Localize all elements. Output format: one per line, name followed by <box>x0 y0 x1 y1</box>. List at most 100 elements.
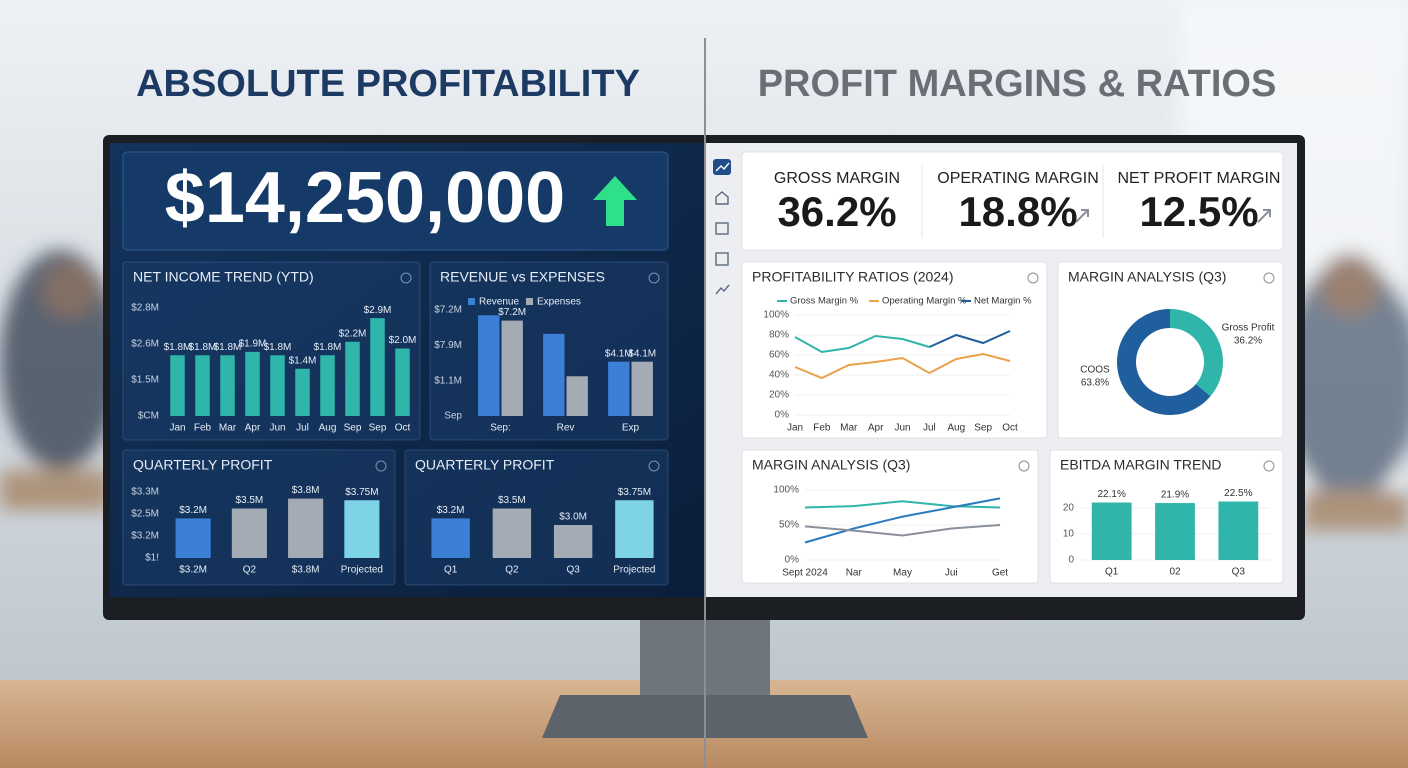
x-tick-label: Exp <box>622 423 640 434</box>
x-tick-label: Jul <box>296 423 309 434</box>
bar <box>608 361 630 416</box>
bar <box>543 333 565 416</box>
section-title: ABSOLUTE PROFITABILITY <box>136 63 640 105</box>
data-label: $3.0M <box>559 512 587 523</box>
x-tick-label: Get <box>992 568 1008 579</box>
panel-title: QUARTERLY PROFIT <box>133 457 273 473</box>
kpi-card <box>741 151 1284 251</box>
y-tick-label: $3.3M <box>131 487 159 498</box>
x-tick-label: Mar <box>219 423 237 434</box>
donut-slice <box>1170 309 1223 397</box>
data-label: $1.8M <box>314 342 342 353</box>
x-tick-label: May <box>893 568 912 579</box>
y-tick-label: $1! <box>145 553 159 564</box>
y-tick-label: 0 <box>1068 555 1074 566</box>
bar <box>553 525 593 558</box>
bar <box>320 355 335 416</box>
data-label: $1.8M <box>189 342 217 353</box>
bar <box>395 348 410 416</box>
bar <box>345 341 360 416</box>
legend-swatch <box>526 298 533 305</box>
bar <box>1091 502 1132 560</box>
data-label: $3.75M <box>345 487 378 498</box>
x-tick-label: Q1 <box>444 565 458 576</box>
x-tick-label: 02 <box>1169 567 1181 578</box>
x-tick-label: Q3 <box>566 565 580 576</box>
kpi-value: 18.8% <box>958 188 1077 235</box>
x-tick-label: Projected <box>613 565 655 576</box>
legend-label: Operating Margin % <box>882 296 967 307</box>
y-tick-label: $7.2M <box>434 305 462 316</box>
trend-arrow <box>1257 209 1271 223</box>
x-tick-label: Projected <box>341 565 383 576</box>
data-label: $2.2M <box>339 328 367 339</box>
x-tick-label: Aug <box>319 423 337 434</box>
bar <box>1218 501 1259 560</box>
y-tick-label: $2.6M <box>131 339 159 350</box>
panel-icon <box>1018 460 1030 472</box>
kpi-label: OPERATING MARGIN <box>937 170 1099 187</box>
y-tick-label: 20 <box>1063 503 1075 514</box>
x-tick-label: Sep <box>369 423 387 434</box>
x-tick-label: Apr <box>868 423 884 434</box>
panel-icon <box>1027 272 1039 284</box>
y-tick-label: 100% <box>763 310 789 321</box>
nav-icon[interactable] <box>715 284 730 295</box>
bar <box>370 318 385 416</box>
x-tick-label: Jul <box>923 423 936 434</box>
data-label: $1.9M <box>239 339 267 350</box>
y-tick-label: $2.8M <box>131 303 159 314</box>
data-label: $1.8M <box>214 342 242 353</box>
data-label: $1.8M <box>264 342 292 353</box>
bar <box>615 500 654 558</box>
x-tick-label: Jun <box>269 423 285 434</box>
x-tick-label: Jan <box>169 423 185 434</box>
y-tick-label: $CM <box>138 411 159 422</box>
nav-icon[interactable] <box>715 252 729 266</box>
bar <box>631 361 653 416</box>
y-tick-label: 20% <box>769 390 789 401</box>
x-tick-label: Q1 <box>1105 567 1119 578</box>
bar <box>478 315 500 416</box>
x-tick-label: Mar <box>840 423 858 434</box>
data-label: $3.75M <box>618 487 651 498</box>
kpi-value: 12.5% <box>1139 188 1258 235</box>
x-tick-label: Apr <box>245 423 261 434</box>
x-tick-label: Jui <box>945 568 958 579</box>
donut-slice <box>1116 309 1211 416</box>
data-label: $1.8M <box>164 342 192 353</box>
nav-icon[interactable] <box>715 222 729 235</box>
x-tick-label: Sep <box>974 423 992 434</box>
line <box>804 500 1001 509</box>
data-label: 22.1% <box>1097 489 1125 500</box>
y-tick-label: 50% <box>779 520 799 531</box>
slice-value: 63.8% <box>1081 378 1109 389</box>
panel-icon <box>400 272 412 284</box>
slice-label: Gross Profit <box>1222 323 1275 334</box>
bar <box>501 320 523 416</box>
kpi-value: 36.2% <box>777 188 896 235</box>
slice-label: COOS <box>1080 365 1110 376</box>
legend-swatch <box>468 298 475 305</box>
legend-label: Revenue <box>479 297 519 308</box>
bar <box>295 368 310 416</box>
bar <box>344 500 380 558</box>
data-label: $3.5M <box>235 495 263 506</box>
x-tick-label: Q2 <box>505 565 519 576</box>
x-tick-label: Oct <box>395 423 411 434</box>
panel <box>404 449 669 586</box>
x-tick-label: Aug <box>947 423 965 434</box>
panel-icon <box>1263 460 1275 472</box>
y-tick-label: 80% <box>769 330 789 341</box>
data-label: $3.8M <box>292 485 320 496</box>
y-tick-label: 40% <box>769 370 789 381</box>
bar <box>220 355 235 416</box>
bar <box>431 518 470 558</box>
bar <box>288 498 324 558</box>
y-tick-label: 0% <box>775 410 790 421</box>
nav-icon[interactable] <box>715 191 729 205</box>
data-label: $3.2M <box>179 505 207 516</box>
x-tick-label: Q2 <box>243 565 257 576</box>
